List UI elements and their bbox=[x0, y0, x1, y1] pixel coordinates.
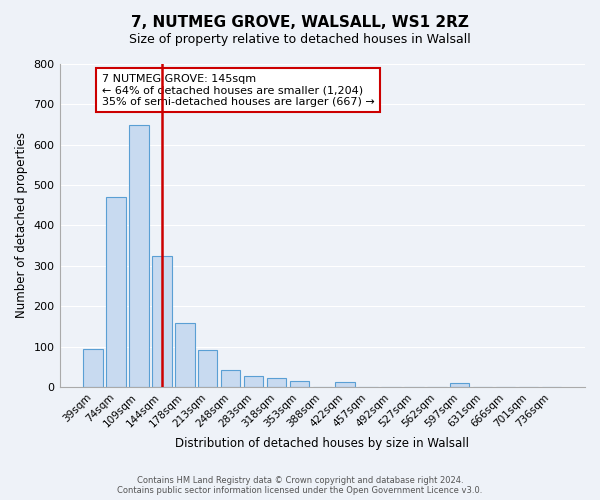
Text: 7, NUTMEG GROVE, WALSALL, WS1 2RZ: 7, NUTMEG GROVE, WALSALL, WS1 2RZ bbox=[131, 15, 469, 30]
Bar bbox=[175, 323, 194, 387]
Bar bbox=[450, 384, 469, 387]
Bar bbox=[221, 370, 241, 387]
Bar bbox=[267, 378, 286, 387]
Bar bbox=[106, 197, 126, 387]
Bar bbox=[129, 126, 149, 387]
Bar bbox=[152, 256, 172, 387]
Bar bbox=[83, 348, 103, 387]
Y-axis label: Number of detached properties: Number of detached properties bbox=[15, 132, 28, 318]
Text: 7 NUTMEG GROVE: 145sqm
← 64% of detached houses are smaller (1,204)
35% of semi-: 7 NUTMEG GROVE: 145sqm ← 64% of detached… bbox=[101, 74, 374, 107]
Bar bbox=[198, 350, 217, 387]
Bar bbox=[244, 376, 263, 387]
Bar bbox=[335, 382, 355, 387]
Text: Size of property relative to detached houses in Walsall: Size of property relative to detached ho… bbox=[129, 32, 471, 46]
Text: Contains HM Land Registry data © Crown copyright and database right 2024.
Contai: Contains HM Land Registry data © Crown c… bbox=[118, 476, 482, 495]
Bar bbox=[290, 382, 309, 387]
X-axis label: Distribution of detached houses by size in Walsall: Distribution of detached houses by size … bbox=[175, 437, 469, 450]
